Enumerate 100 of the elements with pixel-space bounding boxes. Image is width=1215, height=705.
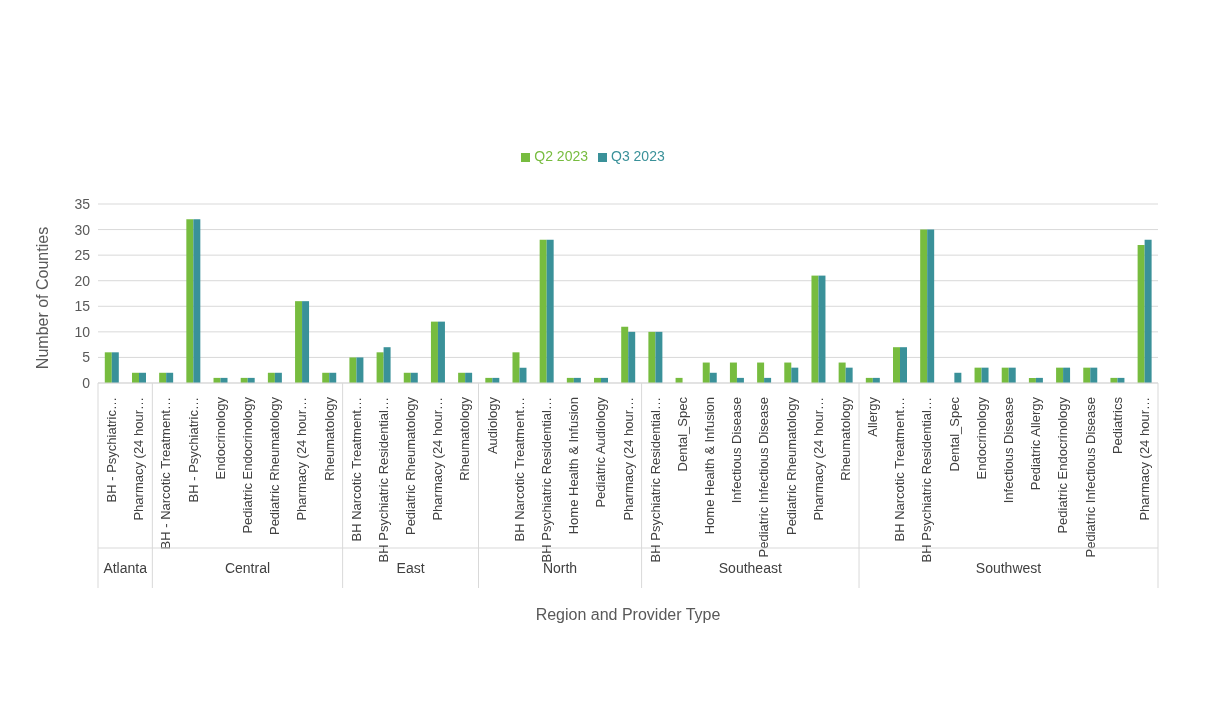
x-tick-label: BH - Narcotic Treatment… — [158, 397, 174, 550]
legend-label: Q2 2023 — [534, 148, 588, 164]
y-tick-label: 35 — [74, 195, 91, 212]
bar — [974, 367, 982, 383]
bar — [838, 362, 846, 383]
bar — [295, 301, 303, 383]
legend-label: Q3 2023 — [611, 148, 665, 164]
bar — [512, 352, 520, 383]
x-tick-label: Pediatric Endocrinology — [239, 396, 255, 534]
x-tick-label: Pharmacy (24 hour… — [810, 397, 826, 521]
text: Southwest — [975, 560, 1042, 576]
bar — [1008, 367, 1016, 383]
bar — [193, 219, 201, 383]
x-tick-label: BH Narcotic Treatment… — [348, 397, 364, 542]
x-tick-label: Pediatric Rheumatology — [267, 396, 283, 536]
x-tick-label: BH Narcotic Treatment… — [892, 397, 908, 542]
x-tick-label: Rheumatology — [321, 396, 337, 481]
bar — [655, 331, 663, 383]
x-tick-label: Infectious Disease — [1001, 397, 1017, 504]
y-tick-label: 10 — [74, 323, 91, 340]
x-tick-label: Pediatric Allergy — [1028, 396, 1044, 491]
x-tick-label: BH - Psychiatric… — [185, 397, 201, 503]
bar — [729, 362, 737, 383]
y-tick-label: 25 — [74, 247, 91, 264]
x-tick-label: BH Psychiatric Residential… — [538, 397, 554, 563]
bar — [757, 362, 765, 383]
bar — [702, 362, 710, 383]
bar — [546, 239, 554, 383]
x-tick-label: Pediatric Audiology — [593, 396, 609, 508]
x-tick-label: Rheumatology — [837, 396, 853, 481]
bar — [927, 229, 935, 383]
bar — [1144, 239, 1152, 383]
bar — [1090, 367, 1098, 383]
bar — [356, 357, 364, 383]
x-tick-label: Pharmacy (24 hour… — [131, 397, 147, 521]
x-tick-label: Pediatrics — [1109, 396, 1125, 455]
bar — [981, 367, 989, 383]
y-tick-label: 0 — [82, 374, 91, 391]
x-tick-label: Pharmacy (24 hour… — [294, 397, 310, 521]
bar — [383, 347, 391, 383]
bar — [1137, 244, 1145, 383]
x-tick-label: Pediatric Infectious Disease — [756, 397, 772, 558]
x-tick-label: BH Narcotic Treatment… — [511, 397, 527, 542]
x-axis-title: Region and Provider Type — [535, 606, 721, 623]
y-tick-label: 15 — [74, 298, 91, 315]
bar — [893, 347, 900, 383]
y-tick-label: 20 — [74, 272, 91, 289]
x-tick-label: Pharmacy (24 hour… — [430, 397, 446, 521]
bar — [628, 331, 636, 383]
x-tick-label: Rheumatology — [457, 396, 473, 481]
x-tick-label: Pediatric Infectious Disease — [1082, 397, 1098, 558]
x-tick-label: Pediatric Rheumatology — [403, 396, 419, 536]
bar — [900, 347, 907, 383]
bar — [437, 321, 445, 383]
bar — [920, 229, 928, 383]
y-tick-label: 30 — [74, 221, 91, 238]
bar — [1083, 367, 1091, 383]
bar — [648, 331, 656, 383]
bar — [430, 321, 438, 383]
bar — [186, 219, 194, 383]
bar — [818, 275, 826, 383]
text: Southeast — [718, 560, 782, 576]
text: Central — [224, 560, 271, 576]
x-tick-label: Audiology — [484, 396, 500, 455]
bar — [811, 275, 819, 383]
x-tick-label: Allergy — [865, 396, 881, 437]
y-tick-label: 5 — [82, 349, 91, 366]
bar — [784, 362, 792, 383]
bar — [539, 239, 547, 383]
bar — [1001, 367, 1009, 383]
bar — [845, 367, 853, 383]
text: Atlanta — [103, 560, 148, 576]
x-tick-label: Home Health & Infusion — [566, 397, 582, 535]
x-tick-label: Dental_Spec — [674, 396, 690, 472]
bar — [1056, 367, 1064, 383]
bar — [349, 357, 357, 383]
x-tick-label: BH Psychiatric Residential… — [647, 397, 663, 563]
bar — [791, 367, 799, 383]
x-tick-label: Infectious Disease — [729, 397, 745, 504]
bar — [519, 367, 527, 383]
text: North — [542, 560, 578, 576]
x-tick-label: Dental_Spec — [946, 396, 962, 472]
bar — [621, 326, 629, 383]
y-axis-title: Number of Counties — [34, 226, 51, 370]
x-tick-label: Pharmacy (24 hour… — [1136, 397, 1152, 521]
bar — [302, 301, 310, 383]
x-tick-label: Home Health & Infusion — [702, 397, 718, 535]
bar — [1063, 367, 1071, 383]
bar — [376, 352, 384, 383]
x-tick-label: BH Psychiatric Residential… — [375, 397, 391, 563]
x-tick-label: Pediatric Endocrinology — [1055, 396, 1071, 534]
text: East — [396, 560, 425, 576]
x-tick-label: Pharmacy (24 hour… — [620, 397, 636, 521]
x-tick-label: BH Psychiatric Residential… — [919, 397, 935, 563]
x-tick-label: Endocrinology — [212, 396, 228, 480]
x-tick-label: BH - Psychiatric… — [104, 397, 120, 503]
bar — [104, 352, 112, 383]
bar — [111, 352, 119, 383]
x-tick-label: Pediatric Rheumatology — [783, 396, 799, 536]
x-tick-label: Endocrinology — [973, 396, 989, 480]
